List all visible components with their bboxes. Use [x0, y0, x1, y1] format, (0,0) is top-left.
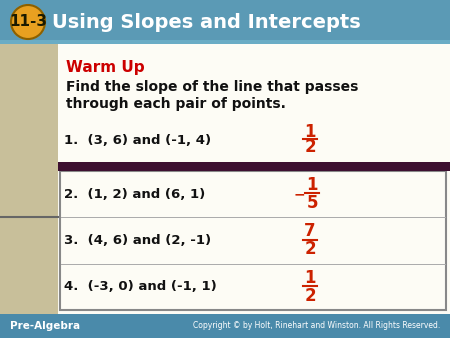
Text: −: −: [293, 187, 305, 201]
Text: 2: 2: [304, 241, 316, 259]
Circle shape: [11, 5, 45, 39]
Text: Using Slopes and Intercepts: Using Slopes and Intercepts: [52, 13, 361, 31]
Bar: [58, 44, 450, 314]
Text: Copyright © by Holt, Rinehart and Winston. All Rights Reserved.: Copyright © by Holt, Rinehart and Winsto…: [193, 321, 440, 331]
Text: 1: 1: [304, 123, 316, 141]
Text: 1: 1: [304, 269, 316, 287]
Bar: [0, 44, 58, 314]
Text: 2.  (1, 2) and (6, 1): 2. (1, 2) and (6, 1): [64, 188, 205, 201]
Bar: [0, 0, 450, 44]
Text: 1: 1: [306, 176, 318, 194]
Text: 5: 5: [306, 194, 318, 212]
Bar: [58, 162, 450, 171]
Text: 7: 7: [304, 222, 316, 241]
Text: through each pair of points.: through each pair of points.: [66, 97, 286, 111]
Text: 1.  (3, 6) and (-1, 4): 1. (3, 6) and (-1, 4): [64, 134, 211, 146]
Text: Pre-Algebra: Pre-Algebra: [10, 321, 80, 331]
Text: 4.  (-3, 0) and (-1, 1): 4. (-3, 0) and (-1, 1): [64, 280, 217, 293]
Bar: [60, 171, 446, 310]
Text: Warm Up: Warm Up: [66, 60, 144, 75]
Bar: [0, 314, 450, 338]
Text: 2: 2: [304, 138, 316, 156]
Text: 11-3: 11-3: [9, 15, 47, 29]
Bar: [0, 44, 450, 314]
Bar: [0, 40, 450, 44]
Text: 2: 2: [304, 287, 316, 305]
Text: 3.  (4, 6) and (2, -1): 3. (4, 6) and (2, -1): [64, 234, 211, 247]
Text: Find the slope of the line that passes: Find the slope of the line that passes: [66, 80, 358, 94]
